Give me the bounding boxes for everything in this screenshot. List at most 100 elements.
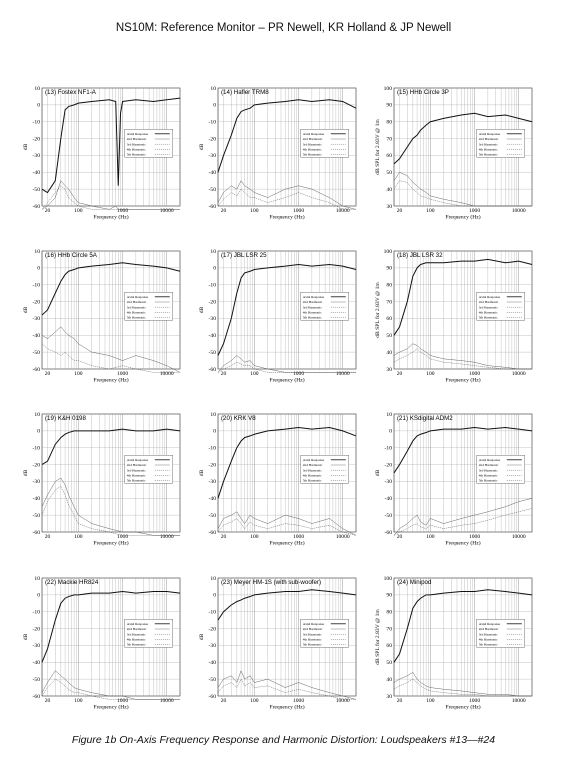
- legend-entry-label: 3rd Harmonic: [127, 305, 146, 309]
- y-tick-label: 70: [386, 626, 392, 632]
- legend-entry-label: 4th Harmonic: [303, 474, 322, 478]
- legend-entry-label: Axial Response: [127, 132, 149, 136]
- y-tick-label: -60: [209, 367, 217, 373]
- x-tick-label: 10000: [512, 534, 526, 540]
- x-tick-label: 1000: [117, 371, 128, 377]
- legend-entry-label: Axial Response: [127, 458, 149, 462]
- legend-entry-label: 2nd Harmonic: [479, 300, 499, 304]
- axial-response-line: [41, 428, 181, 465]
- chart-title: (15) HHb Circle 3P: [397, 89, 449, 96]
- chart-panel: 100 90 80 70 60 50 40 30 20 100 1000 10000 Frequency…: [374, 572, 540, 722]
- axial-response-line: [217, 263, 357, 356]
- harmonic-line: [393, 348, 532, 370]
- harmonic-line: [217, 518, 357, 536]
- y-tick-label: 0: [213, 266, 216, 272]
- legend-entry-label: Axial Response: [479, 622, 501, 626]
- y-tick-label: -30: [209, 153, 217, 159]
- chart-title: (18) JBL LSR 32: [397, 252, 443, 259]
- chart-title: (13) Fostex NF1-A: [45, 89, 97, 96]
- axial-response-line: [41, 262, 181, 316]
- legend-entry-label: 4th Harmonic: [127, 311, 146, 315]
- legend-entry-label: 3rd Harmonic: [303, 142, 322, 146]
- harmonic-line: [41, 486, 180, 536]
- y-tick-label: -30: [33, 153, 41, 159]
- y-tick-label: -60: [209, 694, 217, 700]
- y-tick-label: -40: [33, 496, 41, 502]
- legend-entry-label: 2nd Harmonic: [303, 463, 323, 467]
- y-tick-label: -30: [33, 316, 41, 322]
- y-axis-label: dB: [199, 306, 205, 313]
- y-tick-label: 50: [386, 170, 392, 176]
- y-tick-label: 0: [37, 266, 40, 272]
- x-tick-label: 100: [250, 371, 259, 377]
- x-axis-label: Frequency (Hz): [445, 377, 480, 384]
- legend-entry-label: 2nd Harmonic: [127, 463, 147, 467]
- harmonic-line: [393, 508, 533, 536]
- y-tick-label: -60: [209, 530, 217, 536]
- legend-entry-label: 2nd Harmonic: [127, 137, 147, 141]
- y-tick-label: 10: [34, 412, 40, 418]
- x-tick-label: 100: [74, 698, 83, 704]
- x-axis-label: Frequency (Hz): [269, 377, 304, 384]
- legend-entry-label: 3rd Harmonic: [479, 305, 498, 309]
- x-tick-label: 20: [45, 208, 51, 214]
- y-tick-label: -20: [33, 462, 41, 468]
- legend-entry-label: 3rd Harmonic: [479, 632, 498, 636]
- x-tick-label: 10000: [160, 698, 174, 704]
- chart-panel: 10 0 -10 -20 -30 -40 -50 -60 20 100 1000 10000 Frequ…: [22, 408, 188, 558]
- chart-panel: 10 0 -10 -20 -30 -40 -50 -60 20 100 1000 10000 Frequ…: [22, 245, 188, 395]
- x-tick-label: 10000: [336, 208, 350, 214]
- harmonic-line: [393, 672, 532, 697]
- y-axis-label: dB: [199, 633, 205, 640]
- legend-entry-label: 3rd Harmonic: [303, 305, 322, 309]
- y-tick-label: -40: [209, 660, 217, 666]
- harmonic-line: [41, 678, 180, 700]
- harmonic-line: [393, 180, 532, 207]
- y-tick-label: 40: [386, 187, 392, 193]
- x-tick-label: 10000: [336, 534, 350, 540]
- chart-panel: 10 0 -10 -20 -30 -40 -50 -60 20 100 1000 10000 Frequ…: [22, 572, 188, 722]
- legend-entry-label: 2nd Harmonic: [479, 137, 499, 141]
- legend-entry-label: 4th Harmonic: [303, 148, 322, 152]
- legend-entry-label: 4th Harmonic: [479, 638, 498, 642]
- chart-title: (16) HHb Circle 5A: [45, 252, 98, 259]
- chart-panel: 10 0 -10 -20 -30 -40 -50 -60 20 100 1000 10000 Frequ…: [22, 82, 188, 232]
- chart-panel: 10 0 -10 -20 -30 -40 -50 -60 20 100 1000 10000 Frequ…: [374, 408, 540, 558]
- axial-response-line: [217, 589, 357, 621]
- y-tick-label: 10: [210, 412, 216, 418]
- legend-entry-label: 3rd Harmonic: [127, 142, 146, 146]
- x-tick-label: 20: [397, 534, 403, 540]
- axial-response-line: [393, 112, 533, 165]
- y-tick-label: 30: [386, 694, 392, 700]
- legend-entry-label: 3rd Harmonic: [479, 142, 498, 146]
- chart-svg: 100 90 80 70 60 50 40 30 20 100 1000 10000 Frequency…: [374, 576, 533, 711]
- y-tick-label: -30: [209, 479, 217, 485]
- legend-entry-label: 2nd Harmonic: [303, 627, 323, 631]
- harmonic-line: [217, 678, 356, 700]
- y-axis-label: dB: [23, 633, 29, 640]
- legend-entry-label: 2nd Harmonic: [303, 137, 323, 141]
- y-tick-label: -50: [33, 350, 41, 356]
- y-tick-label: -60: [385, 530, 393, 536]
- x-axis-label: Frequency (Hz): [445, 214, 480, 221]
- legend-entry-label: Axial Response: [303, 458, 325, 462]
- y-tick-label: -10: [33, 283, 41, 289]
- legend-entry-label: 2nd Harmonic: [127, 627, 147, 631]
- y-tick-label: -30: [209, 316, 217, 322]
- x-tick-label: 20: [45, 698, 51, 704]
- harmonic-line: [41, 185, 180, 210]
- chart-title: (22) Mackie HR824: [45, 579, 99, 586]
- y-tick-label: 10: [34, 249, 40, 255]
- y-tick-label: -40: [33, 660, 41, 666]
- y-tick-label: -10: [209, 120, 217, 126]
- y-tick-label: -20: [33, 626, 41, 632]
- y-tick-label: -20: [385, 462, 393, 468]
- legend-entry-label: 3rd Harmonic: [303, 468, 322, 472]
- legend-entry-label: Axial Response: [303, 295, 325, 299]
- y-tick-label: -10: [33, 120, 41, 126]
